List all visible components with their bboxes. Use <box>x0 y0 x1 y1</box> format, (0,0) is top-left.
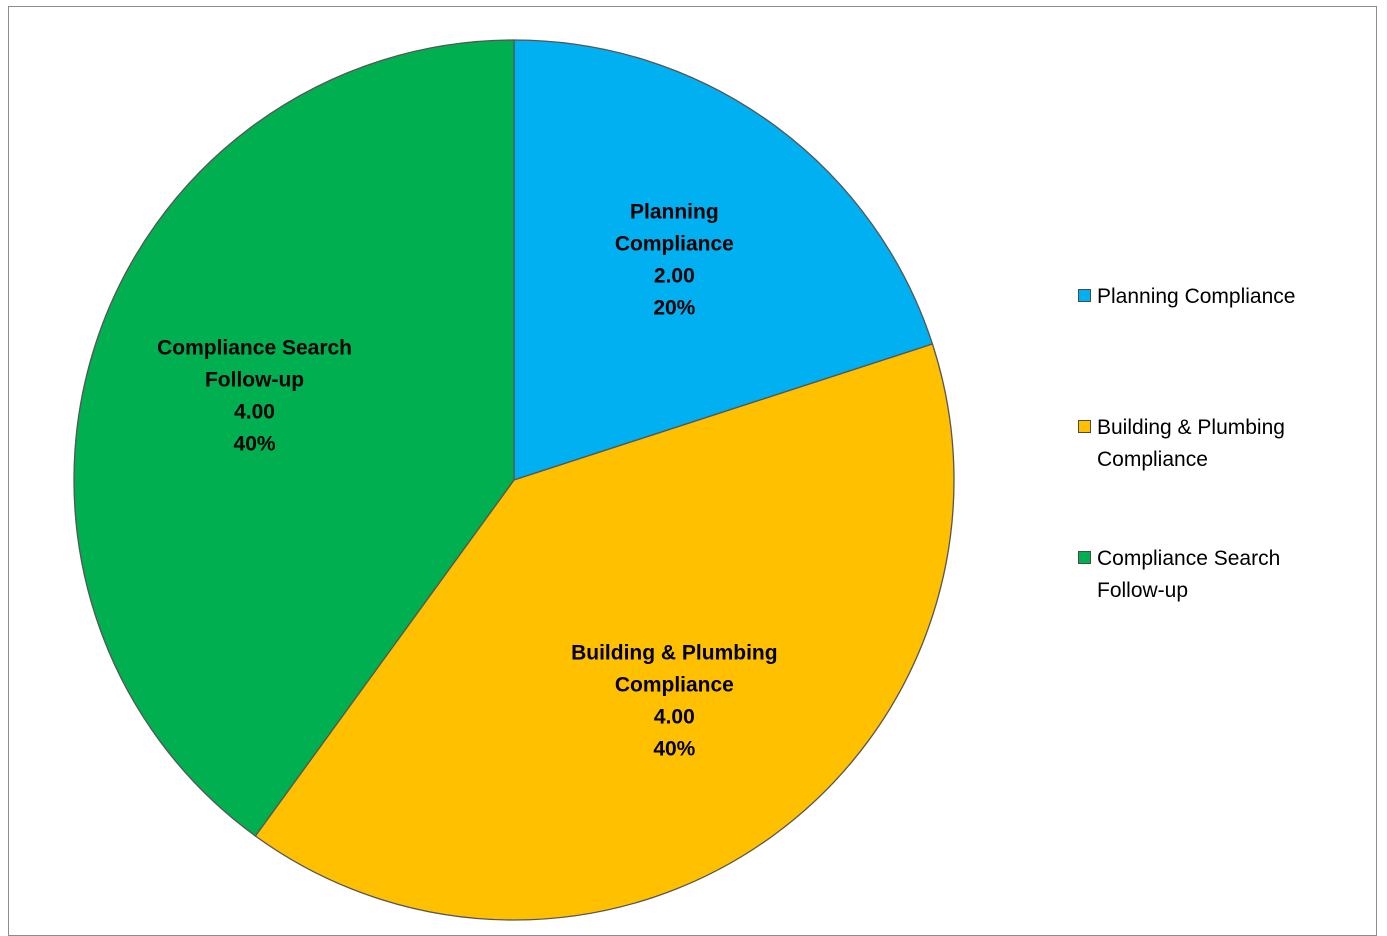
slice-label-building-plumbing-compliance-name-line-2: Compliance <box>615 674 734 697</box>
slice-label-building-plumbing-compliance-percent: 40% <box>653 738 695 761</box>
slice-label-compliance-search-follow-up-percent: 40% <box>234 433 276 456</box>
slice-label-compliance-search-follow-up-name-line-1: Compliance Search <box>157 337 352 360</box>
legend-label-compliance-search-follow-up: Compliance Search Follow-up <box>1097 547 1281 602</box>
slice-label-planning-compliance-value: 2.00 <box>654 264 695 287</box>
slice-label-compliance-search-follow-up-value: 4.00 <box>234 401 275 424</box>
slice-label-planning-compliance-name-line-1: Planning <box>630 200 719 223</box>
legend-label-planning-compliance: Planning Compliance <box>1097 285 1296 308</box>
legend-swatch-building-plumbing-compliance <box>1078 420 1091 433</box>
pie-labels: Planning Compliance 2.00 20% Building & Plum… <box>157 200 777 760</box>
slice-label-planning-compliance-name-line-2: Compliance <box>615 232 734 255</box>
pie-slice-building-plumbing-compliance <box>254 343 955 921</box>
slice-label-compliance-search-follow-up-name-line-2: Follow-up <box>205 369 304 392</box>
legend-item-building-plumbing-compliance: Building & Plumbing Compliance <box>1078 412 1337 476</box>
legend-item-compliance-search-follow-up: Compliance Search Follow-up <box>1078 543 1337 607</box>
legend-swatch-planning-compliance <box>1078 289 1091 302</box>
slice-label-building-plumbing-compliance-value: 4.00 <box>654 706 695 729</box>
pie-slices <box>73 39 955 921</box>
legend-label-building-plumbing-compliance: Building & Plumbing Compliance <box>1097 416 1285 471</box>
slice-label-building-plumbing-compliance: Building & Plumbing Compliance 4.00 40% <box>571 642 777 761</box>
slice-label-compliance-search-follow-up: Compliance Search Follow-up 4.00 40% <box>157 337 352 456</box>
pie-slice-planning-compliance <box>513 39 934 481</box>
slice-label-planning-compliance-percent: 20% <box>653 296 695 319</box>
slice-label-building-plumbing-compliance-name-line-1: Building & Plumbing <box>571 642 777 665</box>
pie-slice-compliance-search-follow-up <box>73 39 515 837</box>
legend-swatch-compliance-search-follow-up <box>1078 551 1091 564</box>
slice-label-planning-compliance: Planning Compliance 2.00 20% <box>615 200 734 319</box>
legend-item-planning-compliance: Planning Compliance <box>1078 281 1337 313</box>
